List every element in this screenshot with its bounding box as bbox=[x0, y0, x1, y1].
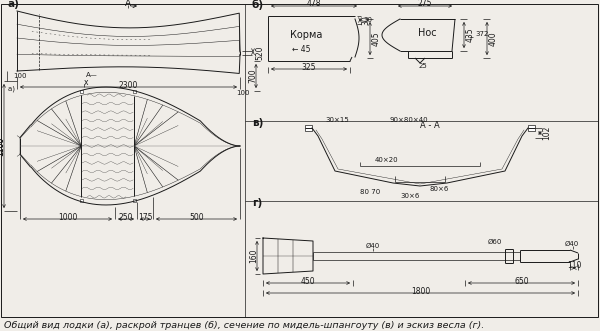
Text: 2300: 2300 bbox=[119, 80, 138, 89]
Text: 1100: 1100 bbox=[0, 136, 5, 156]
Text: 1800: 1800 bbox=[411, 287, 430, 296]
Text: Общий вид лодки (а), раскрой транцев (б), сечение по мидель-шпангоуту (в) и эски: Общий вид лодки (а), раскрой транцев (б)… bbox=[4, 321, 484, 330]
Text: 372: 372 bbox=[475, 30, 488, 36]
Text: 25: 25 bbox=[418, 63, 427, 69]
Text: 102: 102 bbox=[542, 126, 551, 140]
Bar bbox=[80, 199, 83, 202]
Text: 435: 435 bbox=[466, 28, 475, 42]
Text: 100: 100 bbox=[236, 90, 250, 96]
Text: Корма: Корма bbox=[290, 30, 323, 40]
Text: Ø40: Ø40 bbox=[366, 243, 380, 249]
Text: 80 70: 80 70 bbox=[360, 189, 380, 195]
Text: 100: 100 bbox=[13, 73, 26, 79]
Text: 30: 30 bbox=[361, 15, 370, 25]
Text: A - A: A - A bbox=[420, 120, 440, 129]
Text: ← 45: ← 45 bbox=[292, 44, 311, 54]
Text: 90×80×40: 90×80×40 bbox=[390, 117, 428, 123]
Text: 80×6: 80×6 bbox=[430, 186, 449, 192]
Text: 400: 400 bbox=[489, 31, 498, 46]
Text: A: A bbox=[125, 0, 131, 8]
Text: 1000: 1000 bbox=[58, 213, 77, 221]
Text: в): в) bbox=[252, 118, 263, 128]
Text: 250: 250 bbox=[119, 213, 133, 221]
Text: б): б) bbox=[252, 0, 264, 10]
Text: 175: 175 bbox=[138, 213, 152, 221]
Text: г): г) bbox=[252, 198, 262, 208]
Text: 110: 110 bbox=[567, 261, 581, 270]
Text: 520: 520 bbox=[255, 46, 264, 60]
Text: Ø60: Ø60 bbox=[488, 239, 502, 245]
Text: 30×15: 30×15 bbox=[325, 117, 349, 123]
Text: 160: 160 bbox=[249, 249, 258, 263]
Text: x: x bbox=[84, 78, 88, 87]
Text: 500: 500 bbox=[189, 213, 204, 221]
Bar bbox=[528, 125, 535, 131]
Text: 700: 700 bbox=[248, 69, 257, 83]
Text: 1100: 1100 bbox=[0, 136, 5, 156]
Text: а): а) bbox=[8, 0, 20, 9]
Text: 275: 275 bbox=[418, 0, 432, 9]
Bar bbox=[80, 90, 83, 93]
Bar bbox=[133, 199, 136, 202]
Text: A—: A— bbox=[86, 72, 98, 78]
Text: 405: 405 bbox=[372, 31, 381, 46]
Text: 325: 325 bbox=[302, 63, 316, 71]
Text: 40×20: 40×20 bbox=[375, 157, 398, 163]
Bar bbox=[133, 90, 136, 93]
Text: 450: 450 bbox=[301, 276, 316, 286]
Bar bbox=[305, 125, 312, 131]
Text: Нос: Нос bbox=[418, 28, 437, 38]
Text: 30: 30 bbox=[363, 17, 372, 23]
Text: 478: 478 bbox=[307, 0, 321, 9]
Text: 650: 650 bbox=[514, 276, 529, 286]
Text: 30×6: 30×6 bbox=[400, 193, 419, 199]
Text: а): а) bbox=[8, 86, 17, 92]
Text: Ø40: Ø40 bbox=[565, 241, 579, 247]
